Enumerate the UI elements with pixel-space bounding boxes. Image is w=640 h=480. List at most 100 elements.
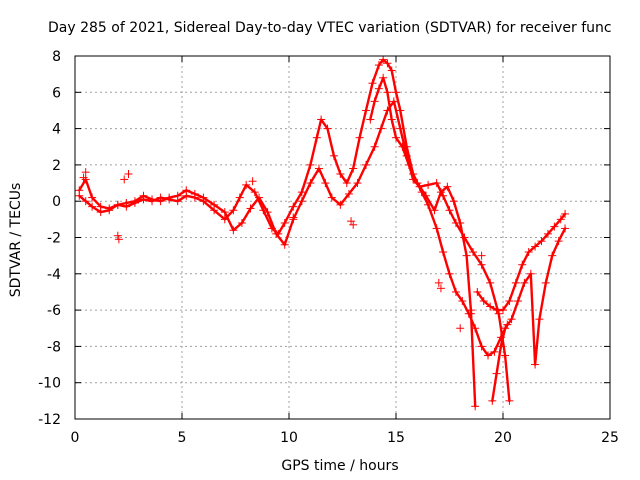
data-point — [505, 396, 514, 405]
outlier-point — [434, 278, 443, 287]
grid-lines — [75, 56, 610, 419]
outlier-point — [79, 173, 88, 182]
data-point — [323, 124, 332, 133]
data-point — [312, 133, 321, 142]
data-point — [556, 215, 565, 224]
data-point — [471, 402, 480, 411]
data-point — [156, 197, 165, 206]
data-point — [246, 204, 255, 213]
data-point — [362, 106, 371, 115]
data-point — [220, 208, 229, 217]
data-point — [436, 188, 445, 197]
data-point — [484, 351, 493, 360]
y-tick-label: 4 — [52, 122, 61, 138]
data-point — [432, 224, 441, 233]
data-point — [424, 180, 433, 189]
data-point — [210, 200, 219, 209]
data-point — [511, 278, 520, 287]
data-point — [368, 79, 377, 88]
data-point — [445, 206, 454, 215]
outlier-point — [289, 213, 298, 222]
data-point — [473, 287, 482, 296]
data-point — [355, 133, 364, 142]
data-point — [548, 251, 557, 260]
data-point — [263, 208, 272, 217]
data-point — [272, 229, 281, 238]
data-point — [182, 186, 191, 195]
data-point — [122, 199, 131, 208]
data-point — [458, 297, 467, 306]
data-point — [387, 115, 396, 124]
data-point — [229, 226, 238, 235]
data-point — [173, 191, 182, 200]
outlier-point — [114, 235, 123, 244]
data-point — [518, 260, 527, 269]
data-point — [561, 209, 570, 218]
outlier-point — [120, 175, 129, 184]
data-point — [250, 188, 259, 197]
data-point — [165, 193, 174, 202]
series-trace-e — [491, 227, 567, 403]
data-point — [235, 193, 244, 202]
data-point — [370, 142, 379, 151]
data-point — [501, 324, 510, 333]
data-point — [314, 164, 323, 173]
data-point — [374, 61, 383, 70]
data-point — [280, 218, 289, 227]
x-tick-label: 15 — [387, 430, 405, 446]
data-point — [477, 342, 486, 351]
data-point — [392, 88, 400, 97]
x-tick-label: 0 — [71, 430, 80, 446]
data-point — [190, 189, 199, 198]
data-point — [396, 106, 405, 115]
chart-title: Day 285 of 2021, Sidereal Day-to-day VTE… — [48, 20, 612, 36]
data-point — [344, 189, 353, 198]
data-point — [507, 315, 516, 324]
data-point — [336, 200, 345, 209]
data-point — [421, 191, 430, 200]
data-point — [439, 248, 448, 257]
data-point — [456, 218, 465, 227]
data-point — [520, 278, 529, 287]
y-axis-label: SDTVAR / TECUs — [8, 183, 24, 298]
data-point — [526, 269, 535, 278]
y-tick-label: -6 — [47, 303, 61, 319]
data-point — [490, 347, 499, 356]
data-point — [297, 188, 306, 197]
data-point — [451, 287, 460, 296]
data-point — [379, 73, 388, 82]
data-point — [353, 179, 362, 188]
data-point — [255, 193, 264, 202]
outlier-point — [113, 231, 122, 240]
data-point — [486, 278, 495, 287]
y-tick-label: 0 — [52, 194, 61, 210]
data-point — [479, 297, 488, 306]
data-point — [342, 179, 351, 188]
data-point — [306, 160, 315, 169]
x-tick-label: 20 — [494, 430, 512, 446]
data-point — [449, 197, 458, 206]
data-point — [327, 193, 336, 202]
outlier-point — [349, 220, 358, 229]
x-tick-label: 5 — [178, 430, 187, 446]
data-point — [445, 269, 454, 278]
data-point — [362, 160, 371, 169]
data-point — [366, 115, 375, 124]
data-point — [280, 240, 289, 249]
data-point — [148, 195, 157, 204]
series-trace-c — [369, 76, 477, 408]
data-point — [550, 222, 559, 231]
data-point — [329, 151, 338, 160]
outlier-point — [81, 168, 90, 177]
data-point — [370, 97, 379, 106]
data-point — [432, 179, 441, 188]
outlier-point — [124, 169, 133, 178]
data-point — [396, 124, 405, 133]
data-point — [430, 206, 439, 215]
data-point — [462, 251, 471, 260]
data-point — [404, 160, 413, 169]
data-point — [541, 278, 550, 287]
outlier-point — [436, 284, 445, 293]
data-point — [392, 133, 400, 142]
